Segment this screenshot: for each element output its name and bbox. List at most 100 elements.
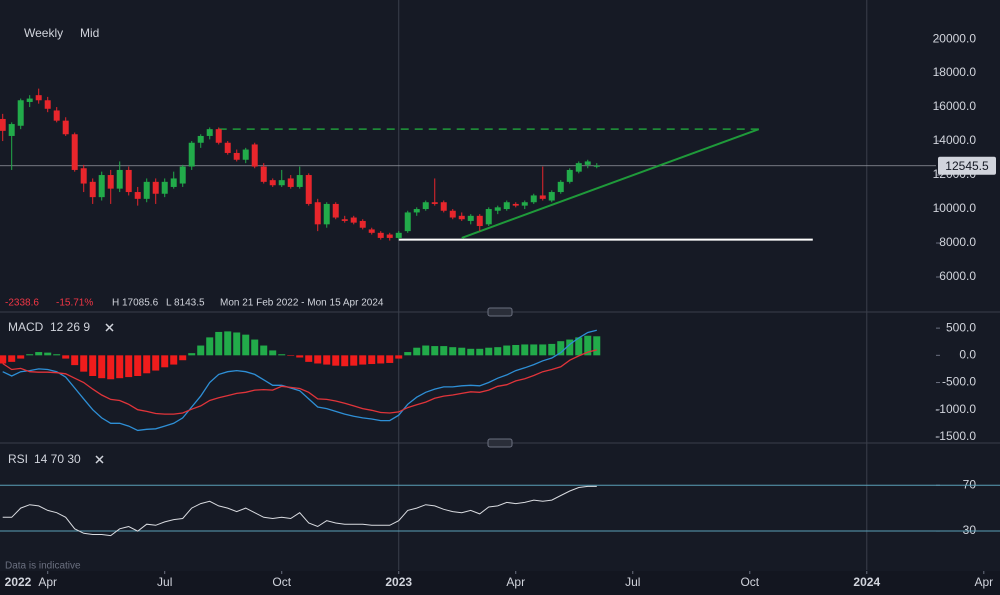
- histogram-bar: [116, 355, 124, 379]
- y-tick-label: -1000.0: [935, 402, 976, 416]
- y-tick-label: 18000.0: [933, 65, 977, 79]
- rsi-legend: RSI 14 70 30: [8, 452, 104, 466]
- candle-body: [296, 175, 303, 187]
- histogram-bar: [575, 337, 583, 356]
- macd-panel: -1500.0 -1000.0 -500.0 0.0 500.0: [0, 320, 976, 443]
- x-tick-label: Oct: [272, 575, 291, 589]
- candle-body: [161, 181, 168, 194]
- candle-body: [575, 163, 582, 172]
- histogram-bar: [539, 344, 547, 356]
- histogram-bar: [80, 355, 88, 372]
- x-tick-label: 2024: [853, 575, 880, 589]
- indicator-name: RSI: [8, 452, 28, 466]
- histogram-bar: [224, 331, 232, 356]
- candle-body: [62, 120, 69, 135]
- y-tick-label: 70: [963, 477, 977, 491]
- histogram-bar: [170, 355, 178, 365]
- histogram-bar: [107, 355, 115, 380]
- y-tick-label: 6000.0: [939, 269, 976, 283]
- histogram-bar: [98, 355, 106, 379]
- candle-body: [107, 175, 114, 189]
- histogram-bar: [557, 341, 565, 356]
- candle-body: [503, 202, 510, 210]
- y-tick-label: 500.0: [946, 320, 976, 334]
- close-icon[interactable]: [95, 455, 104, 464]
- candle-body: [350, 217, 357, 223]
- histogram-bar: [269, 350, 277, 356]
- candle-body: [332, 203, 339, 218]
- histogram-bar: [467, 348, 475, 356]
- candle-body: [287, 178, 294, 187]
- price-panel: 6000.08000.010000.012000.014000.016000.0…: [0, 31, 996, 283]
- change-percent: -15.71%: [56, 298, 93, 309]
- histogram-bar: [350, 355, 358, 366]
- histogram-bar: [503, 345, 511, 356]
- x-tick-label: Apr: [506, 575, 525, 589]
- y-tick-label: 14000.0: [933, 133, 977, 147]
- candle-body: [494, 207, 501, 211]
- interval-button[interactable]: Weekly: [24, 26, 63, 40]
- x-tick-label: Oct: [740, 575, 759, 589]
- histogram-bar: [314, 355, 322, 364]
- candle-body: [206, 129, 213, 136]
- histogram-bar: [386, 355, 394, 363]
- candle-body: [341, 219, 348, 221]
- panel-resize-handle[interactable]: [487, 307, 513, 317]
- candle-body: [215, 129, 222, 143]
- histogram-bar: [8, 355, 16, 362]
- histogram-bar: [206, 337, 214, 356]
- candle-body: [44, 100, 51, 109]
- candle-body: [179, 166, 186, 184]
- x-tick-label: Apr: [38, 575, 57, 589]
- candle-body: [431, 202, 438, 204]
- histogram-bar: [134, 355, 142, 377]
- price-type-button[interactable]: Mid: [80, 26, 99, 40]
- y-tick-label: 10000.0: [933, 201, 977, 215]
- candle-body: [170, 178, 177, 187]
- histogram-bar: [494, 347, 502, 356]
- candle-body: [449, 210, 456, 218]
- candle-body: [467, 215, 474, 221]
- candle-body: [35, 95, 42, 101]
- histogram-bar: [260, 345, 268, 356]
- histogram-bar: [44, 352, 52, 356]
- y-tick-label: -500.0: [942, 375, 976, 389]
- candle-body: [251, 144, 258, 167]
- candle-body: [260, 166, 267, 182]
- histogram-bar: [89, 355, 97, 377]
- panel-resize-handle[interactable]: [487, 438, 513, 448]
- y-tick-label: 16000.0: [933, 99, 977, 113]
- candle-body: [395, 232, 402, 238]
- indicator-params: 14 70 30: [34, 452, 81, 466]
- histogram-bar: [512, 344, 520, 356]
- candle-body: [53, 110, 60, 121]
- histogram-bar: [62, 355, 70, 359]
- candle-body: [548, 192, 555, 201]
- candle-body: [323, 203, 330, 225]
- histogram-bar: [233, 332, 241, 356]
- candle-body: [512, 203, 519, 206]
- histogram-bar: [476, 348, 484, 356]
- info-row: -2338.6 -15.71% H 17085.6 L 8143.5 Mon 2…: [5, 298, 384, 309]
- candle-body: [269, 180, 276, 186]
- candle-body: [440, 202, 447, 211]
- histogram-bar: [521, 344, 529, 356]
- histogram-bar: [404, 352, 412, 356]
- candle-body: [539, 195, 546, 199]
- y-tick-label: 0.0: [959, 348, 976, 362]
- candle-body: [233, 152, 240, 160]
- histogram-bar: [440, 346, 448, 356]
- histogram-bar: [584, 335, 592, 356]
- candle-body: [593, 165, 600, 167]
- histogram-bar: [0, 355, 7, 364]
- histogram-bar: [278, 354, 286, 356]
- close-icon[interactable]: [105, 323, 114, 332]
- x-tick-label: 2023: [385, 575, 412, 589]
- histogram-bar: [152, 355, 160, 371]
- x-tick-label: Jul: [625, 575, 640, 589]
- histogram-bar: [287, 355, 295, 356]
- change-value: -2338.6: [5, 298, 39, 309]
- time-axis-band: [0, 571, 1000, 595]
